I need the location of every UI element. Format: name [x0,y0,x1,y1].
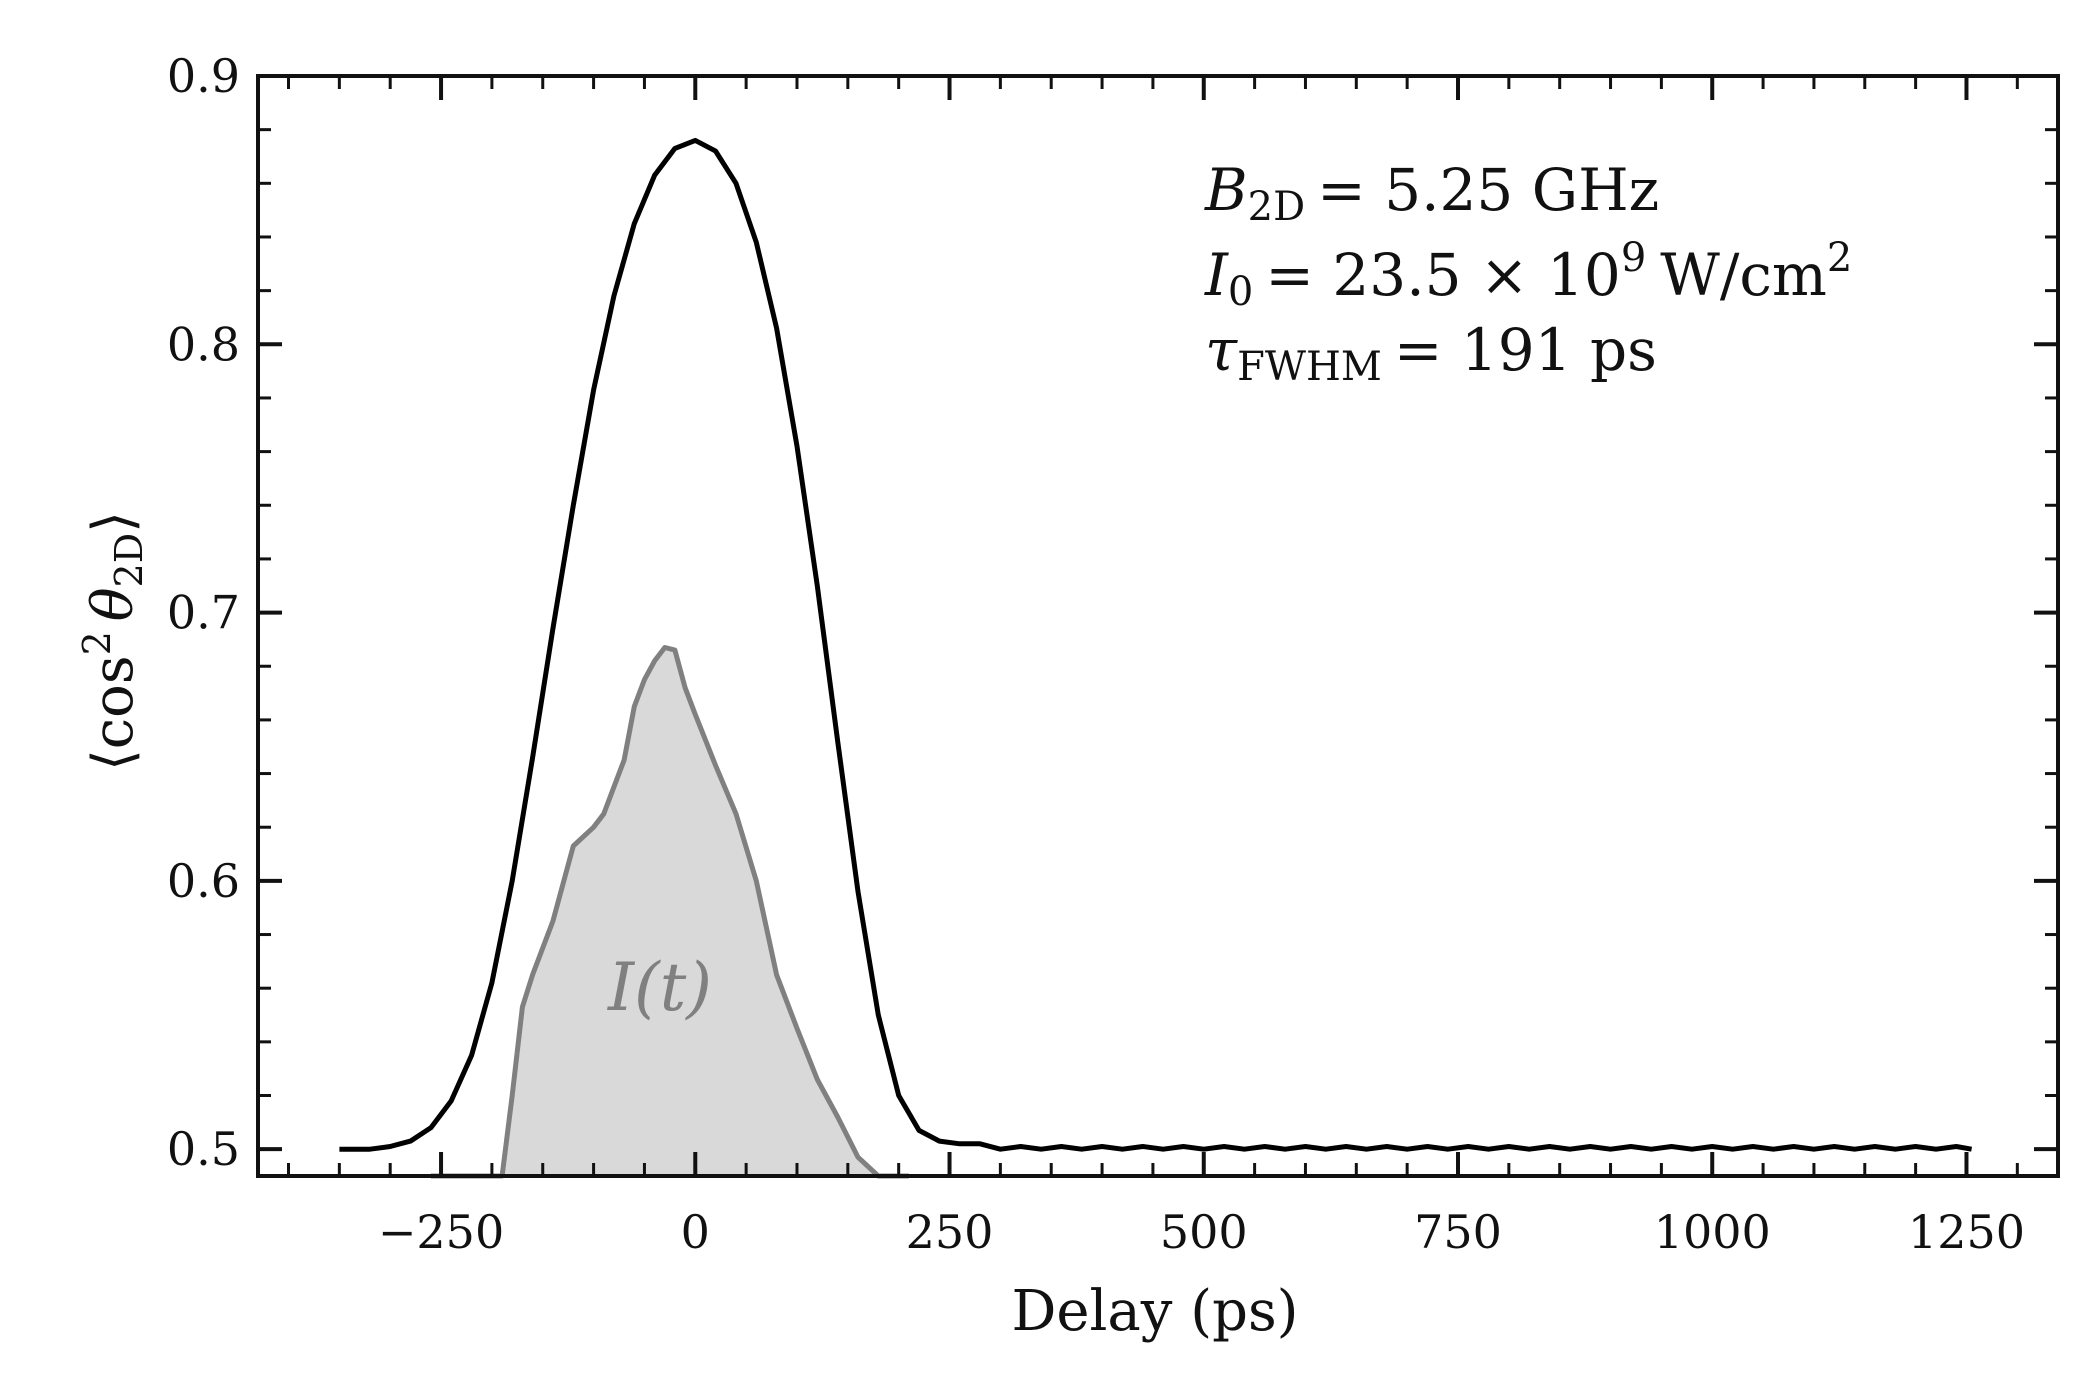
intensity-area-fill [430,647,909,1176]
y-tick-label: 0.6 [167,854,240,908]
tick-labels: −250 0 250 500 750 1000 1250 0.5 0.6 0.7 0.8 0.9 [167,49,2025,1259]
annotation-line-1: B2D = 5.25 GHz [1204,156,1659,230]
y-tick-label: 0.9 [167,49,240,103]
plot-frame [256,74,2060,1178]
annotation-sub-2: 0 [1228,269,1253,315]
x-axis-title: Delay (ps) [1011,1279,1298,1344]
annotation-symbol-3: τ [1205,316,1238,384]
x-tick-label: 750 [1414,1205,1502,1259]
intensity-curve [430,645,909,1179]
y-axis-title-open: ⟨ [81,749,146,771]
y-axis-title-sub: 2D [107,533,151,588]
y-axis-title-close: ⟩ [81,511,146,533]
x-tick-label: 0 [681,1205,710,1259]
annotation-line-3: τFWHM = 191 ps [1205,316,1657,390]
annotation-line-2: I0 = 23.5 × 109 W/cm2 [1204,235,1852,315]
intensity-label: I(t) [607,949,712,1026]
annotation-symbol-1: B [1204,156,1248,224]
x-tick-label: 1000 [1654,1205,1771,1259]
annotation-sub-1: 2D [1248,184,1306,230]
annotation-unit-sup-2: 2 [1827,235,1852,281]
alignment-line-layer [339,137,1973,1152]
x-tick-label: 1250 [1908,1205,2025,1259]
annotation-value-2: = 23.5 × 10 [1265,241,1620,309]
annotation-unit-2: W/cm [1660,241,1827,309]
parameter-annotation: B2D = 5.25 GHz I0 = 23.5 × 109 W/cm2 τFWHM =… [1204,156,1852,390]
x-tick-label: 250 [906,1205,994,1259]
y-tick-label: 0.7 [167,586,240,640]
intensity-area-layer [430,645,909,1179]
annotation-sub-3: FWHM [1237,344,1382,390]
annotation-value-1: = 5.25 GHz [1317,156,1659,224]
y-tick-label: 0.8 [167,317,240,371]
y-axis-title-power: 2 [75,631,119,655]
annotation-value-3: = 191 ps [1394,316,1657,384]
alignment-curve [339,137,1973,1152]
annotation-sup-2: 9 [1621,235,1646,281]
y-axis-title-func: cos [81,655,146,749]
y-axis-title-symbol: θ [81,587,146,621]
annotation-symbol-2: I [1204,241,1229,309]
y-tick-label: 0.5 [167,1122,240,1176]
x-tick-label: 500 [1160,1205,1248,1259]
x-tick-label: −250 [378,1205,504,1259]
tick-marks [258,74,2058,1176]
y-axis-title: ⟨cos2 θ2D⟩ [75,511,151,771]
